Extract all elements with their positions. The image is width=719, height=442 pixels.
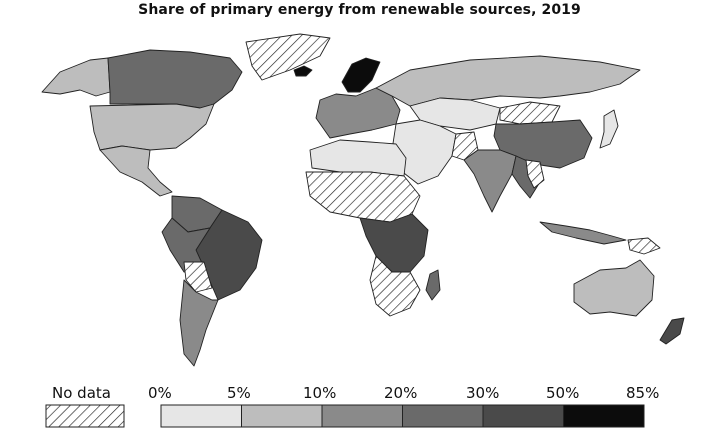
region-southern-africa [369,255,421,317]
legend-tick-1: 5% [227,384,251,402]
region-australia [573,259,655,317]
legend-swatch-1 [241,404,323,428]
legend-swatch-2 [321,404,403,428]
region-central-africa [359,213,429,273]
legend-tick-2: 10% [303,384,337,402]
region-usa [89,103,215,151]
region-iceland [293,65,313,77]
map-title: Share of primary energy from renewable s… [138,2,581,18]
region-indonesia [539,221,627,245]
legend-swatch-0 [160,404,242,428]
region-europe [315,87,401,139]
legend-tick-4: 30% [466,384,500,402]
region-argentina [179,279,219,367]
region-india [463,149,517,213]
legend-swatch-4 [482,404,564,428]
region-paraguay [183,261,213,293]
region-new-zealand [659,317,685,345]
legend-swatch-3 [402,404,484,428]
region-scandinavia [341,57,381,93]
legend-tick-0: 0% [148,384,172,402]
region-north-africa [309,139,407,177]
legend-no-data-label: No data [52,384,111,402]
region-madagascar [425,269,441,301]
region-myanmar [525,159,545,189]
legend-no-data-swatch [45,404,125,428]
region-mexico [99,145,173,197]
region-china [493,119,593,169]
legend-swatch-5 [563,404,645,428]
legend-tick-5: 50% [546,384,580,402]
legend-tick-3: 20% [384,384,418,402]
region-japan [599,109,619,149]
legend-tick-6: 85% [626,384,660,402]
region-png [627,237,661,255]
region-greenland [245,33,331,81]
